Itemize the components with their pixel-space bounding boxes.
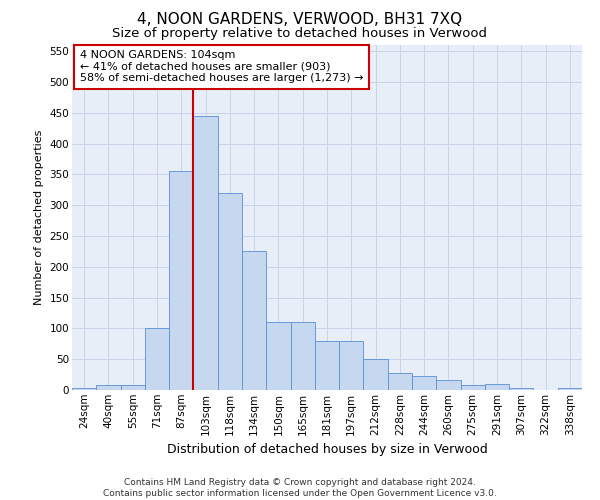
Bar xyxy=(339,340,364,390)
Bar xyxy=(461,385,485,390)
Text: Size of property relative to detached houses in Verwood: Size of property relative to detached ho… xyxy=(113,28,487,40)
Text: Contains HM Land Registry data © Crown copyright and database right 2024.
Contai: Contains HM Land Registry data © Crown c… xyxy=(103,478,497,498)
Bar xyxy=(436,380,461,390)
Bar xyxy=(509,388,533,390)
Text: 4 NOON GARDENS: 104sqm
← 41% of detached houses are smaller (903)
58% of semi-de: 4 NOON GARDENS: 104sqm ← 41% of detached… xyxy=(80,50,363,84)
Bar xyxy=(242,252,266,390)
Bar xyxy=(193,116,218,390)
Bar xyxy=(290,322,315,390)
Bar xyxy=(412,376,436,390)
Bar xyxy=(145,328,169,390)
X-axis label: Distribution of detached houses by size in Verwood: Distribution of detached houses by size … xyxy=(167,443,487,456)
Bar xyxy=(266,322,290,390)
Y-axis label: Number of detached properties: Number of detached properties xyxy=(34,130,44,305)
Bar xyxy=(315,340,339,390)
Bar xyxy=(169,172,193,390)
Bar xyxy=(485,384,509,390)
Bar xyxy=(558,388,582,390)
Bar xyxy=(96,385,121,390)
Text: 4, NOON GARDENS, VERWOOD, BH31 7XQ: 4, NOON GARDENS, VERWOOD, BH31 7XQ xyxy=(137,12,463,28)
Bar xyxy=(72,388,96,390)
Bar xyxy=(121,385,145,390)
Bar xyxy=(388,374,412,390)
Bar xyxy=(218,193,242,390)
Bar xyxy=(364,359,388,390)
